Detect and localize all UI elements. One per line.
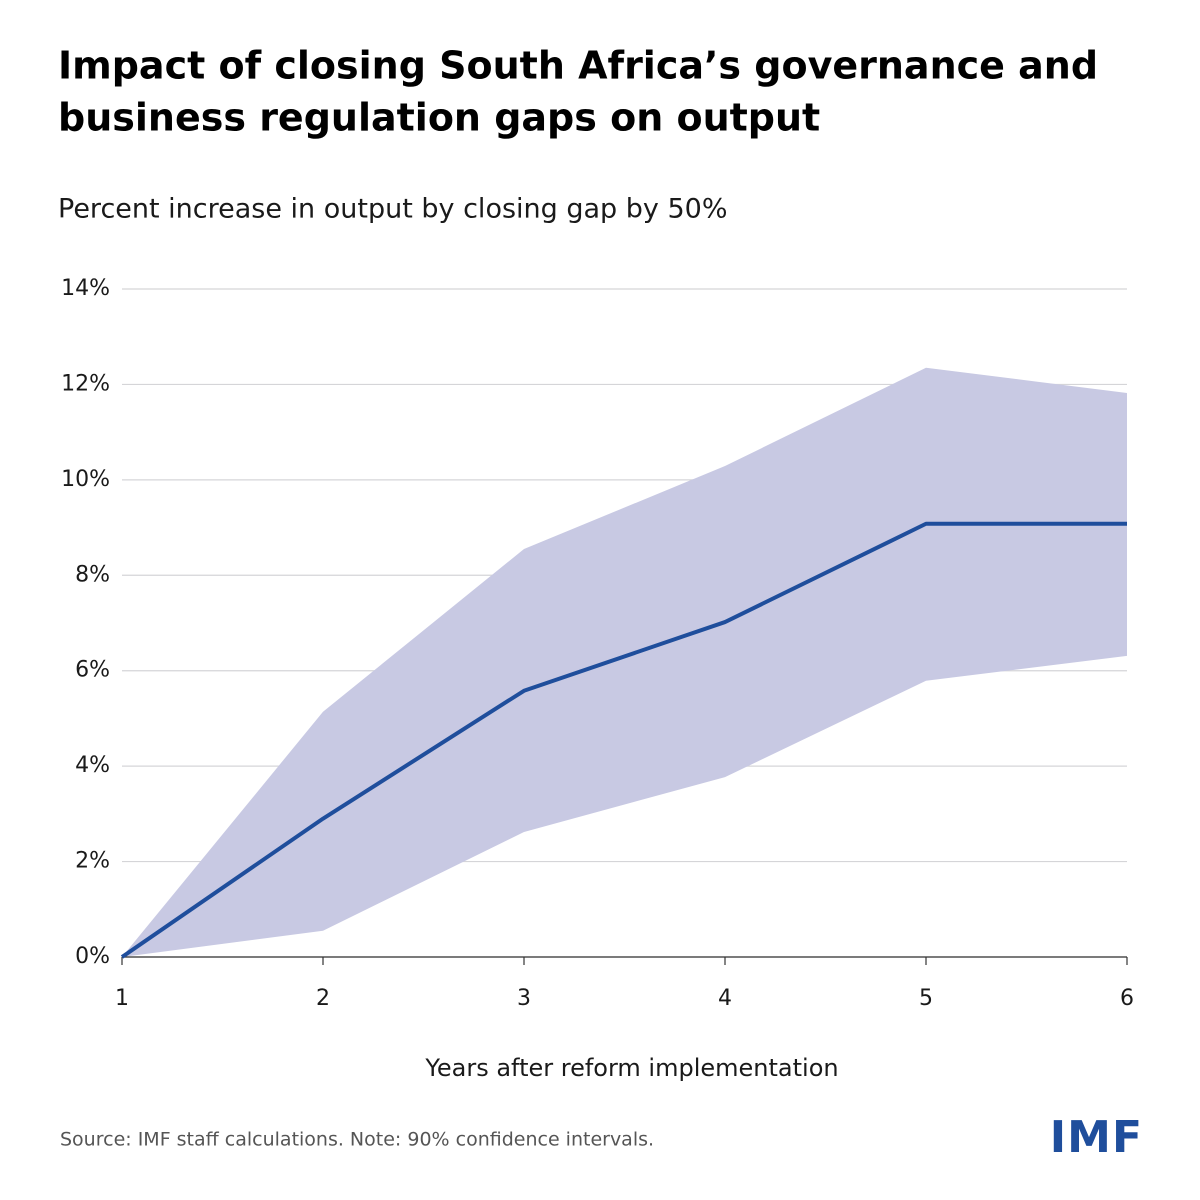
- x-tick-label: 1: [115, 986, 129, 1011]
- y-tick-label: 10%: [61, 467, 110, 492]
- y-tick-label: 8%: [75, 562, 110, 587]
- y-tick-label: 14%: [61, 276, 110, 301]
- y-tick-label: 0%: [75, 944, 110, 969]
- chart-subtitle: Percent increase in output by closing ga…: [58, 194, 727, 225]
- x-tick-label: 5: [919, 986, 933, 1011]
- x-tick-label: 6: [1120, 986, 1134, 1011]
- y-tick-label: 6%: [75, 658, 110, 683]
- chart-title: business regulation gaps on output: [58, 96, 820, 140]
- chart-title: Impact of closing South Africa’s governa…: [58, 44, 1098, 88]
- x-axis-label: Years after reform implementation: [424, 1054, 838, 1082]
- x-tick-label: 2: [316, 986, 330, 1011]
- y-tick-label: 2%: [75, 849, 110, 874]
- source-note: Source: IMF staff calculations. Note: 90…: [60, 1129, 654, 1151]
- logo: IMF: [1050, 1112, 1143, 1163]
- x-tick-label: 4: [718, 986, 732, 1011]
- y-tick-label: 4%: [75, 753, 110, 778]
- x-tick-label: 3: [517, 986, 531, 1011]
- confidence-band: [122, 367, 1127, 957]
- line-series: [120, 521, 1127, 959]
- y-tick-label: 12%: [61, 371, 110, 396]
